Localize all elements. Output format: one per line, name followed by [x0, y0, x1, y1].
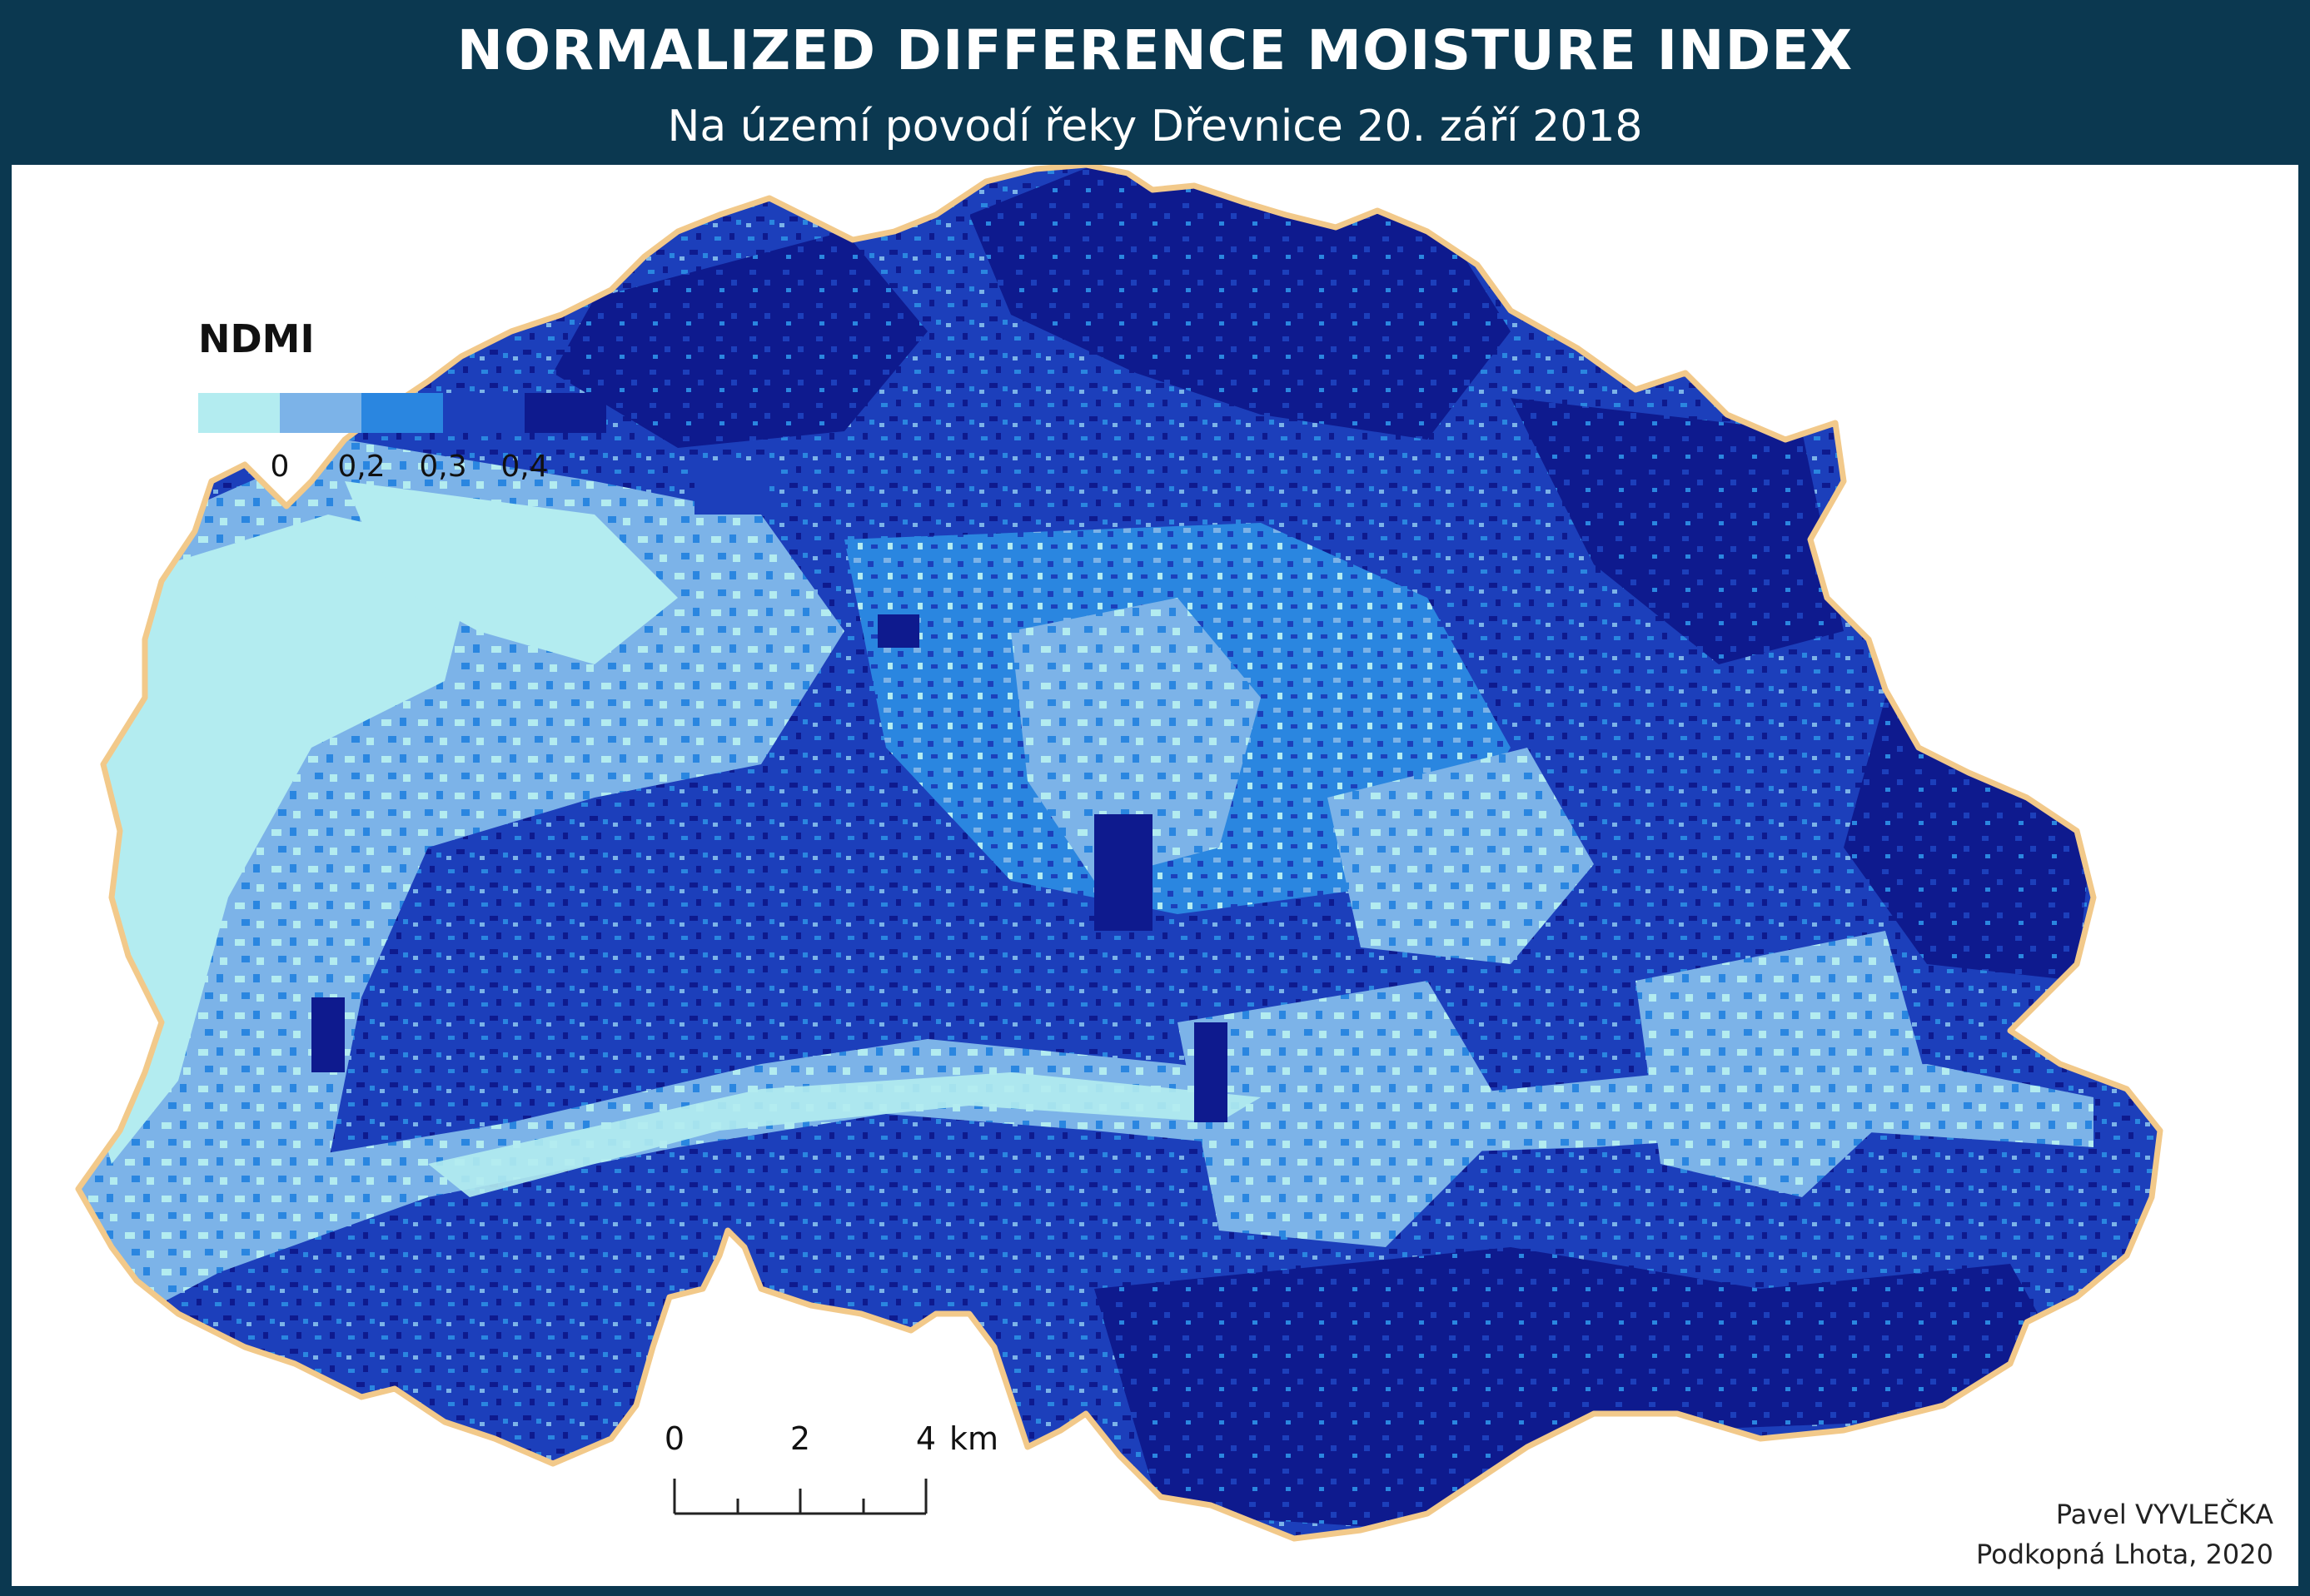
urban-zone — [428, 1072, 1261, 1197]
fields-dry-northwest — [345, 481, 678, 664]
credit-place-year: Podkopná Lhota, 2020 — [1975, 1539, 2273, 1570]
legend-title: NDMI — [198, 316, 315, 361]
central-fields — [1011, 598, 1261, 881]
fields-dry-west — [78, 515, 478, 1164]
scale-label: 4 — [915, 1420, 937, 1457]
forest-north — [969, 165, 1511, 440]
forest-northwest — [553, 231, 928, 448]
river-valley — [78, 1039, 2093, 1347]
header: NORMALIZED DIFFERENCE MOISTURE INDEX Na … — [0, 0, 2310, 165]
ndmi-map[interactable] — [12, 165, 2298, 1586]
parcel — [878, 614, 919, 648]
scale-bar — [673, 1479, 928, 1515]
scale-label: 2 — [789, 1420, 811, 1457]
forest-south — [1094, 1247, 2093, 1530]
legend-swatch — [443, 393, 525, 433]
legend-swatch — [361, 393, 443, 433]
east-fields — [1327, 748, 1594, 964]
parcel — [1094, 814, 1153, 931]
parcel — [694, 465, 769, 515]
parcel — [311, 997, 345, 1072]
credit-author: Pavel VYVLEČKA — [2055, 1499, 2273, 1530]
basin-boundary — [75, 165, 2163, 1542]
map-panel[interactable]: NDMI 0 0,2 0,3 0,4 0 2 4 km Pavel VYVLEČ… — [12, 165, 2298, 1586]
legend-tick-label: 0,2 — [337, 450, 386, 484]
map-title: NORMALIZED DIFFERENCE MOISTURE INDEX — [456, 18, 1854, 82]
ndmi-raster — [78, 165, 2160, 1539]
legend-swatch — [525, 393, 606, 433]
scale-unit: km — [949, 1420, 999, 1457]
legend-color-bar — [198, 393, 606, 433]
scale-label: 0 — [664, 1420, 685, 1457]
forest-northeast — [1511, 398, 1844, 664]
legend-tick-label: 0 — [270, 450, 290, 484]
legend-tick-label: 0,4 — [500, 450, 549, 484]
legend-tick-label: 0,3 — [419, 450, 467, 484]
forest-east — [1844, 698, 2093, 981]
legend-swatch — [280, 393, 361, 433]
map-subtitle: Na území povodí řeky Dřevnice 20. září 2… — [667, 102, 1643, 152]
legend-swatch — [198, 393, 280, 433]
parcel — [1194, 1022, 1227, 1122]
